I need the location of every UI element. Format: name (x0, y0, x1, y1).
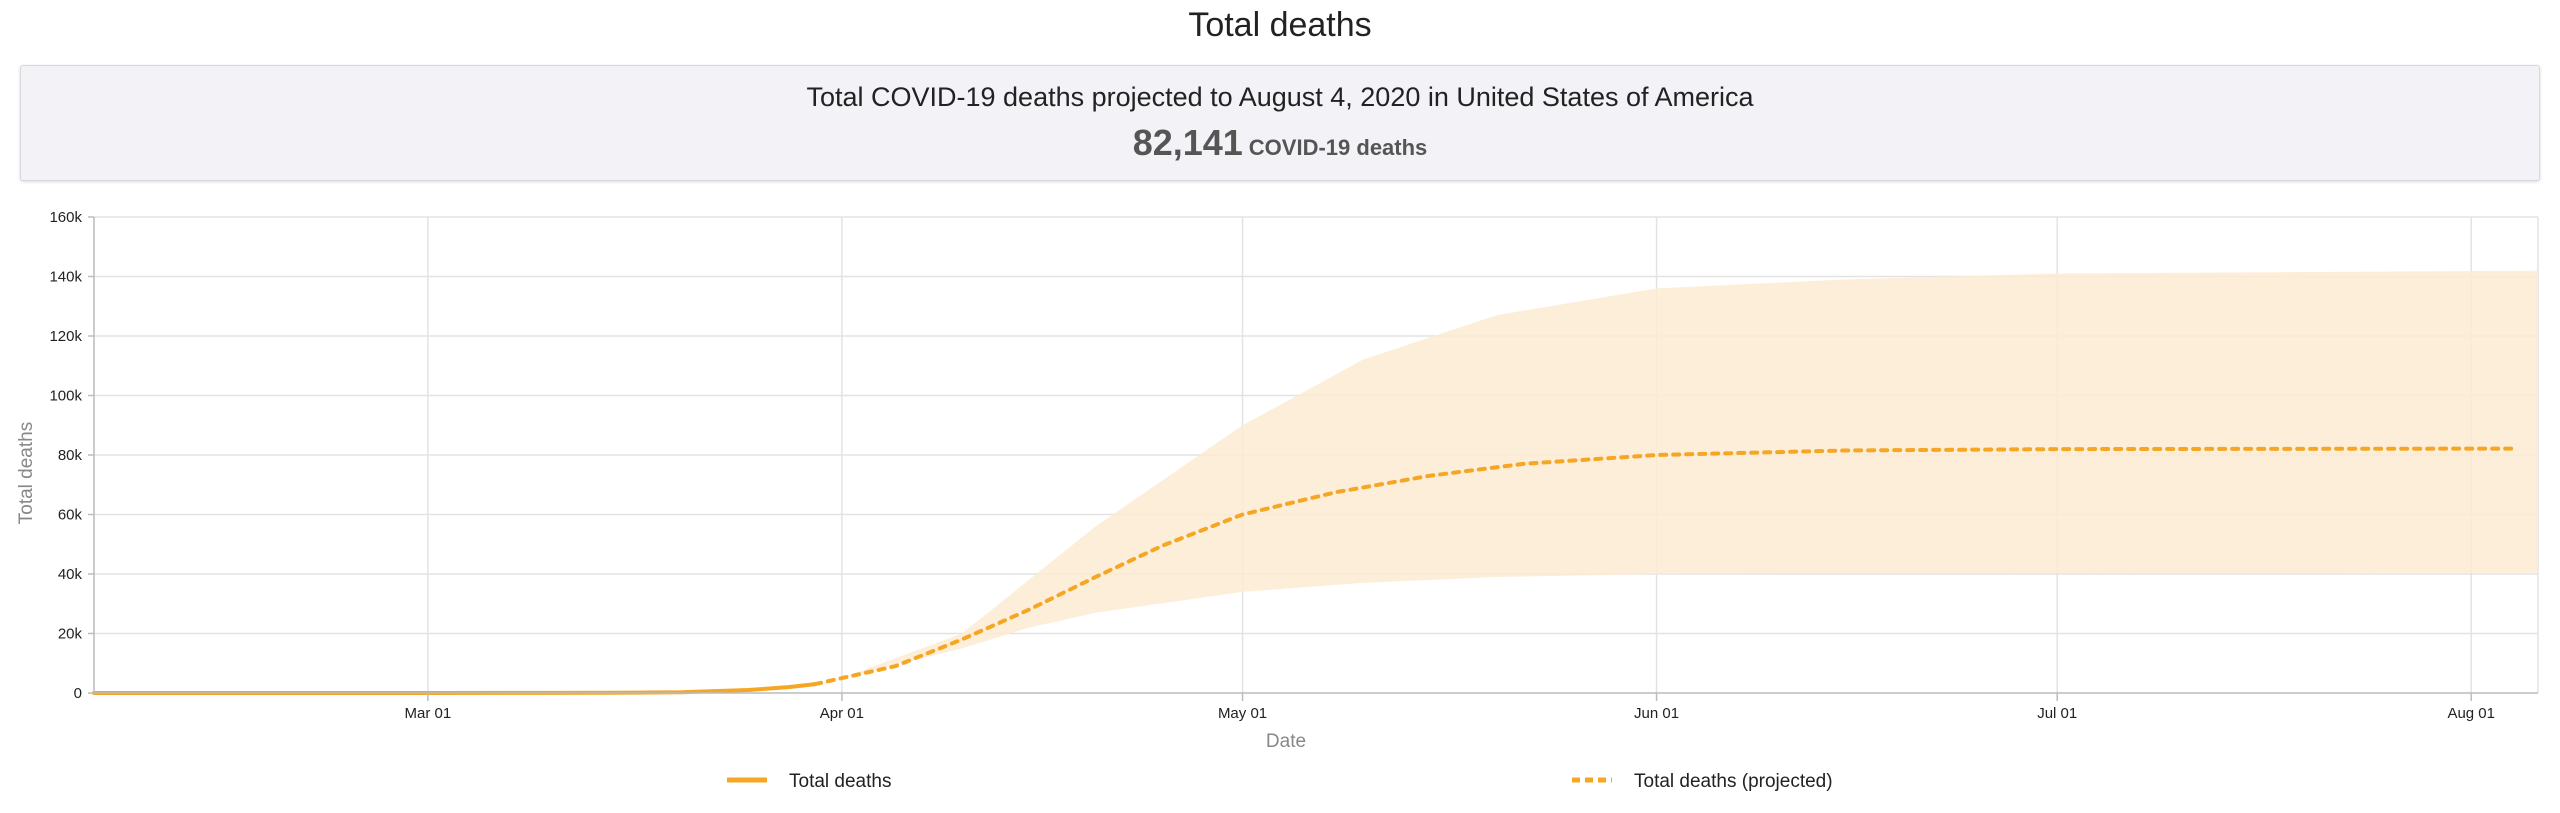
legend-label-total-deaths: Total deaths (789, 771, 891, 792)
page-title: Total deaths (1188, 6, 1372, 44)
y-axis-title: Total deaths (16, 422, 37, 524)
y-tick-label: 20k (58, 626, 83, 643)
legend: Total deaths Total deaths (projected) (727, 771, 1833, 792)
tick-labels: 0 20k 40k 60k 80k 100k 120k 140k 160k Mar 01 Apr 0… (49, 209, 2495, 722)
summary-number: 82,141 (1132, 122, 1243, 163)
y-tick-label: 100k (49, 388, 82, 405)
y-tick-label: 80k (58, 447, 83, 464)
series-line-total-deaths (92, 682, 818, 695)
summary-unit: COVID-19 deaths (1248, 135, 1428, 160)
y-tick-label: 60k (58, 507, 83, 524)
summary-stat: 82,141 COVID-19 deaths (21, 122, 2539, 164)
y-tick-label: 40k (58, 566, 83, 583)
y-tick-label: 120k (49, 328, 82, 345)
uncertainty-band (815, 270, 2539, 685)
legend-item-total-deaths-projected[interactable]: Total deaths (projected) (1572, 771, 1833, 792)
summary-box: Total COVID-19 deaths projected to Augus… (20, 65, 2540, 181)
x-axis-title: Date (1266, 731, 1306, 752)
x-tick-label: Apr 01 (820, 705, 864, 722)
series-line-total-deaths-projected (813, 446, 2514, 687)
y-tick-label: 0 (74, 685, 82, 702)
x-tick-label: Aug 01 (2447, 705, 2495, 722)
total-deaths-chart: 0 20k 40k 60k 80k 100k 120k 140k 160k Mar 01 Apr 0… (16, 209, 2539, 792)
legend-item-total-deaths[interactable]: Total deaths (727, 771, 891, 792)
x-tick-label: Mar 01 (405, 705, 452, 722)
x-tick-label: May 01 (1218, 705, 1267, 722)
x-tick-label: Jun 01 (1634, 705, 1679, 722)
y-tick-label: 160k (49, 209, 82, 226)
x-tick-label: Jul 01 (2037, 705, 2077, 722)
axes (88, 216, 2538, 701)
y-tick-label: 140k (49, 269, 82, 286)
legend-label-total-deaths-projected: Total deaths (projected) (1634, 771, 1833, 792)
summary-line: Total COVID-19 deaths projected to Augus… (806, 82, 1754, 112)
